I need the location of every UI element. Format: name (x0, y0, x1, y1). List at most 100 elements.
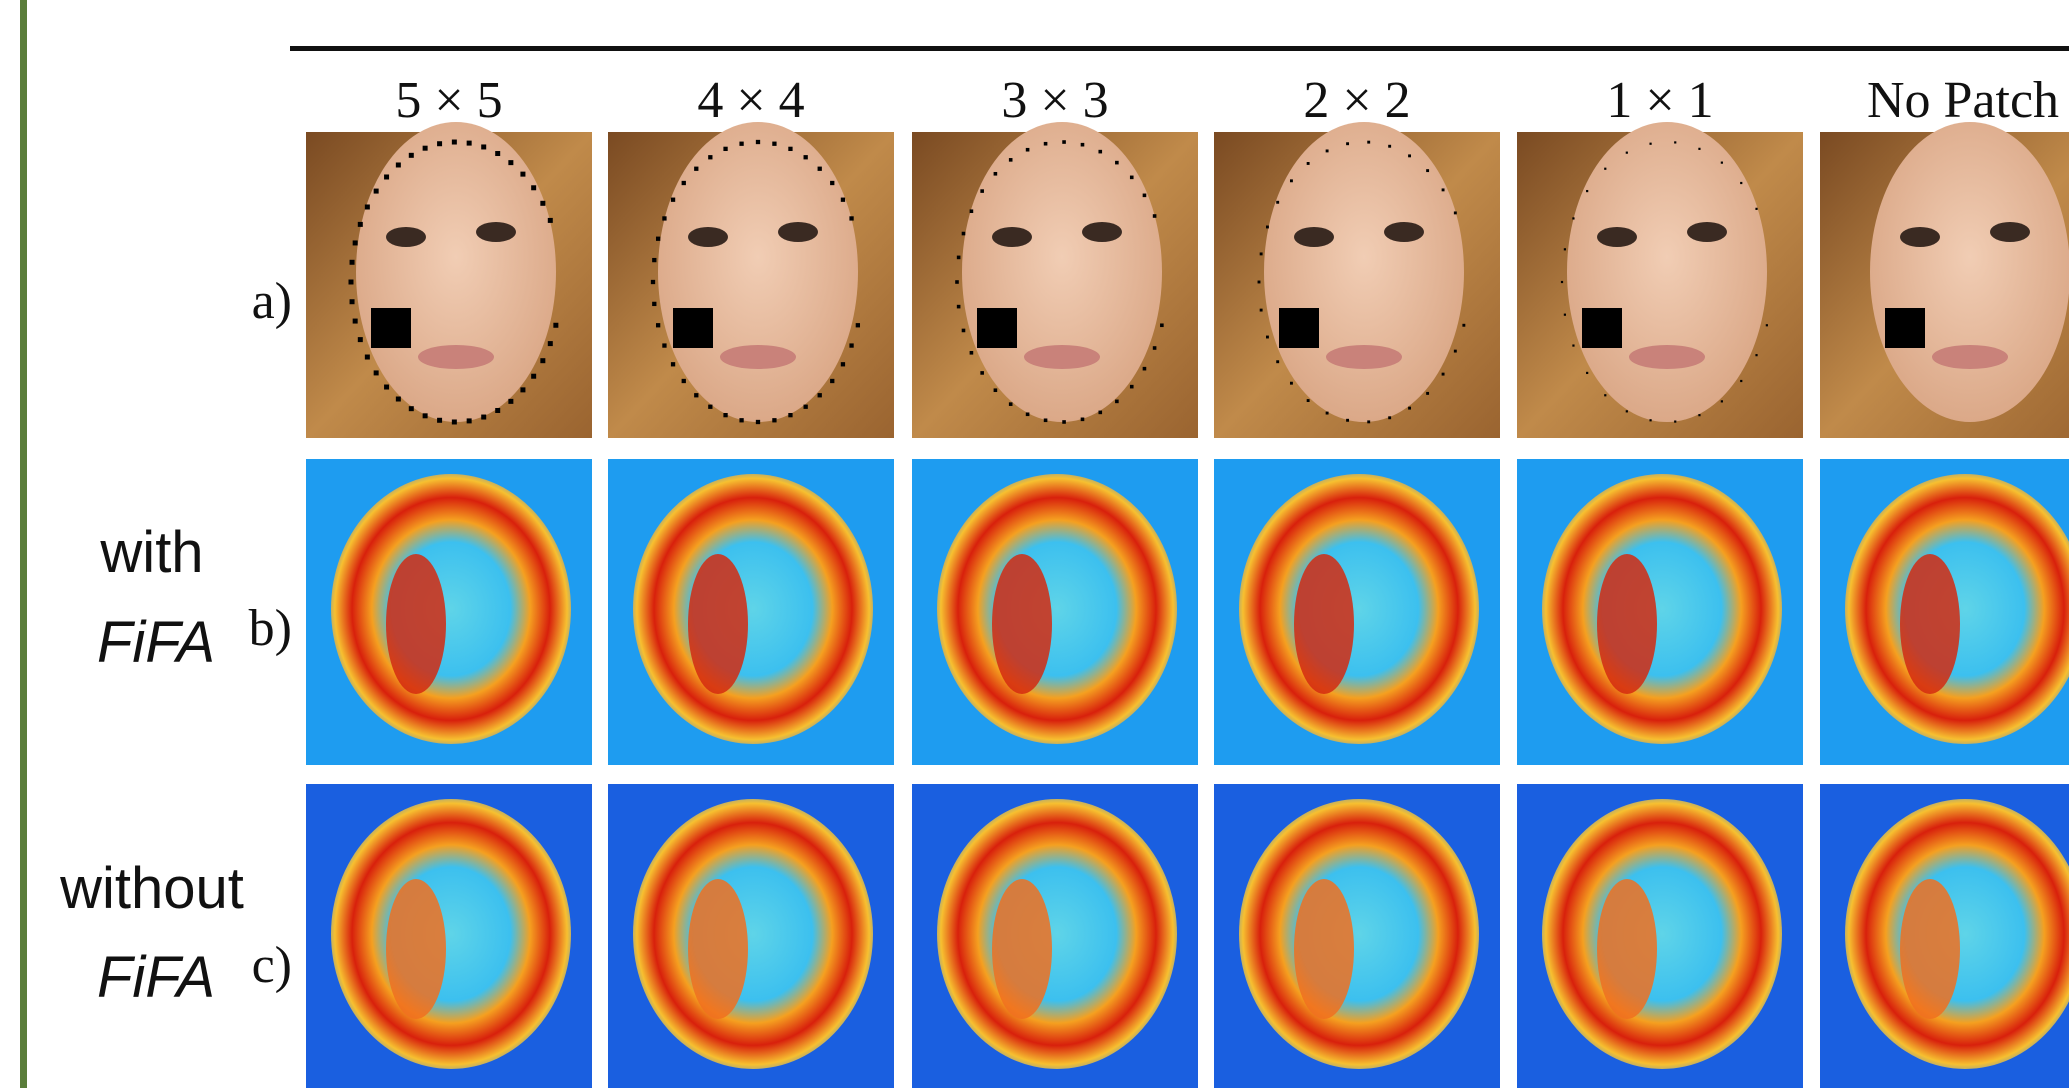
lips (1326, 345, 1402, 369)
landmark (481, 144, 486, 149)
landmark (994, 172, 998, 176)
landmark (1009, 402, 1013, 406)
landmark (350, 260, 355, 265)
column-label: 2 × 2 (1303, 72, 1410, 129)
landmark (1266, 226, 1269, 229)
landmark (409, 153, 414, 158)
landmark (1044, 142, 1048, 146)
lips (720, 345, 796, 369)
landmark (1721, 400, 1723, 402)
landmark (1755, 354, 1757, 356)
landmark (481, 415, 486, 420)
landmark (1442, 373, 1445, 376)
landmark (1367, 141, 1370, 144)
heat-core (1900, 879, 1960, 1019)
landmark (980, 189, 984, 193)
landmark (1062, 420, 1066, 424)
landmark (772, 418, 776, 422)
face-image (1820, 122, 2069, 438)
eye (1597, 227, 1637, 247)
landmark (1160, 323, 1164, 327)
heat-core (688, 554, 748, 694)
heat-core (1597, 554, 1657, 694)
heatmap (608, 784, 894, 1088)
heatmap (608, 459, 894, 765)
landmark (1026, 148, 1030, 152)
landmark (452, 140, 457, 145)
landmark (723, 413, 727, 417)
landmark (1143, 194, 1147, 198)
landmark (962, 329, 966, 333)
accent-bar (20, 0, 27, 1088)
landmark (1260, 309, 1263, 312)
landmark (1698, 148, 1700, 150)
landmark (508, 399, 513, 404)
landmark (452, 419, 457, 424)
landmark (1564, 314, 1566, 316)
figure (306, 122, 2069, 1088)
landmark (1388, 416, 1391, 419)
landmark (437, 418, 442, 423)
eye (1990, 222, 2030, 242)
landmark (353, 240, 358, 245)
landmark (1346, 142, 1349, 145)
landmark (520, 172, 525, 177)
landmark (1276, 201, 1279, 204)
landmark (694, 167, 698, 171)
heat-core (688, 879, 748, 1019)
landmark (841, 198, 845, 202)
landmark (1326, 412, 1329, 415)
eye (1900, 227, 1940, 247)
landmark (656, 237, 660, 241)
heat-ring (1542, 799, 1782, 1069)
landmark (830, 181, 834, 185)
eye (1687, 222, 1727, 242)
heat-core (1597, 879, 1657, 1019)
eye (688, 227, 728, 247)
landmark (788, 147, 792, 151)
face (356, 122, 556, 422)
face-image (608, 122, 894, 438)
face (1567, 122, 1767, 422)
heat-ring (1239, 799, 1479, 1069)
lips (1024, 345, 1100, 369)
landmark (349, 280, 354, 285)
landmark (708, 155, 712, 159)
landmark (1755, 208, 1757, 210)
landmark (365, 355, 370, 360)
landmark (682, 379, 686, 383)
landmark (374, 370, 379, 375)
landmark (955, 280, 959, 284)
eye (1294, 227, 1334, 247)
landmark (1153, 346, 1157, 350)
landmark (1081, 143, 1085, 147)
landmark (1604, 394, 1606, 396)
landmark (1586, 372, 1588, 374)
landmark (1740, 182, 1742, 184)
landmark (841, 362, 845, 366)
heat-ring (331, 799, 571, 1069)
landmark (1740, 380, 1742, 382)
heatmap (1820, 459, 2069, 765)
heat-ring (937, 474, 1177, 744)
landmark (1115, 161, 1119, 165)
heat-core (386, 554, 446, 694)
landmark (980, 371, 984, 375)
landmark (1044, 418, 1048, 422)
landmark (1081, 418, 1085, 422)
landmark (1649, 419, 1651, 421)
landmark (520, 387, 525, 392)
face (1870, 122, 2069, 422)
landmark (1626, 410, 1628, 412)
landmark (540, 201, 545, 206)
landmark (1766, 324, 1768, 326)
landmark (1367, 420, 1370, 423)
row-label: b) (249, 600, 292, 657)
landmark (1626, 152, 1628, 154)
landmark (856, 323, 860, 327)
row-label: a) (252, 273, 292, 330)
eye (1384, 222, 1424, 242)
landmark (1130, 176, 1134, 180)
landmark (652, 258, 656, 262)
landmark (1388, 145, 1391, 148)
